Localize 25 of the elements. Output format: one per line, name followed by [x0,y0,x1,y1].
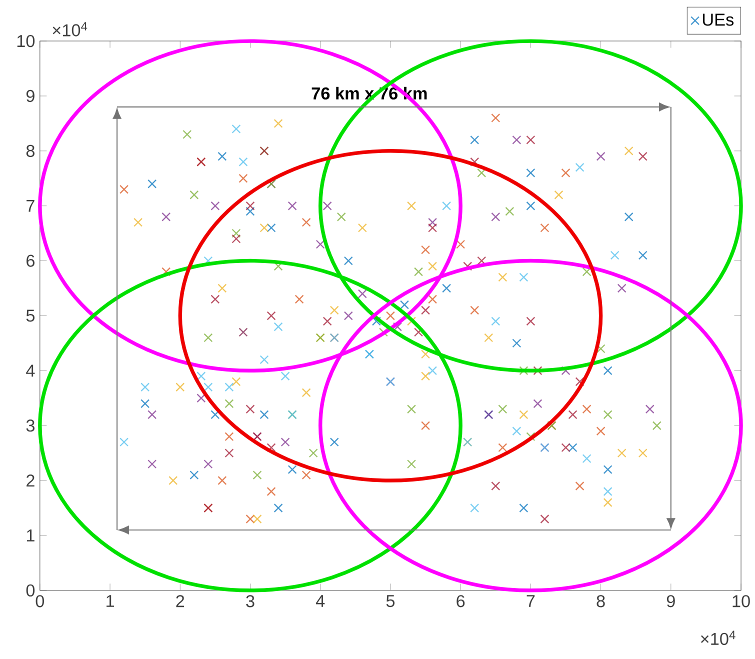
x-tick-label: 0 [36,594,44,608]
text: ×10$^{4}$ [52,22,88,36]
y-tick-label: 3 [26,419,34,432]
y-tick-label: 0 [26,584,35,596]
y-tick-label: 5 [26,310,35,322]
x-tick-label: 2 [176,594,184,607]
x-tick-label: 5 [386,594,395,607]
legend-label: UEs [702,14,734,26]
x-tick-label: 3 [246,594,254,608]
x-tick-label: 4 [316,594,325,607]
x-tick-label: 7 [526,594,535,607]
x-tick-label: 8 [596,594,605,608]
x-tick-label: 6 [456,594,465,608]
x-tick-label: 10 [732,594,750,608]
y-tick-label: 2 [26,474,34,486]
y-tick-label: 4 [26,364,35,376]
x-tick-label: 9 [666,594,675,608]
y-tick-label: 10 [17,34,35,47]
y-tick-label: 1 [26,529,34,542]
y-tick-label: 6 [26,254,34,267]
y-tick-label: 9 [26,90,34,102]
y-tick-label: 7 [26,200,34,212]
x-tick-label: 1 [106,594,114,607]
y-tick-label: 8 [26,144,34,157]
text: ×10$^{4}$ [700,630,736,645]
